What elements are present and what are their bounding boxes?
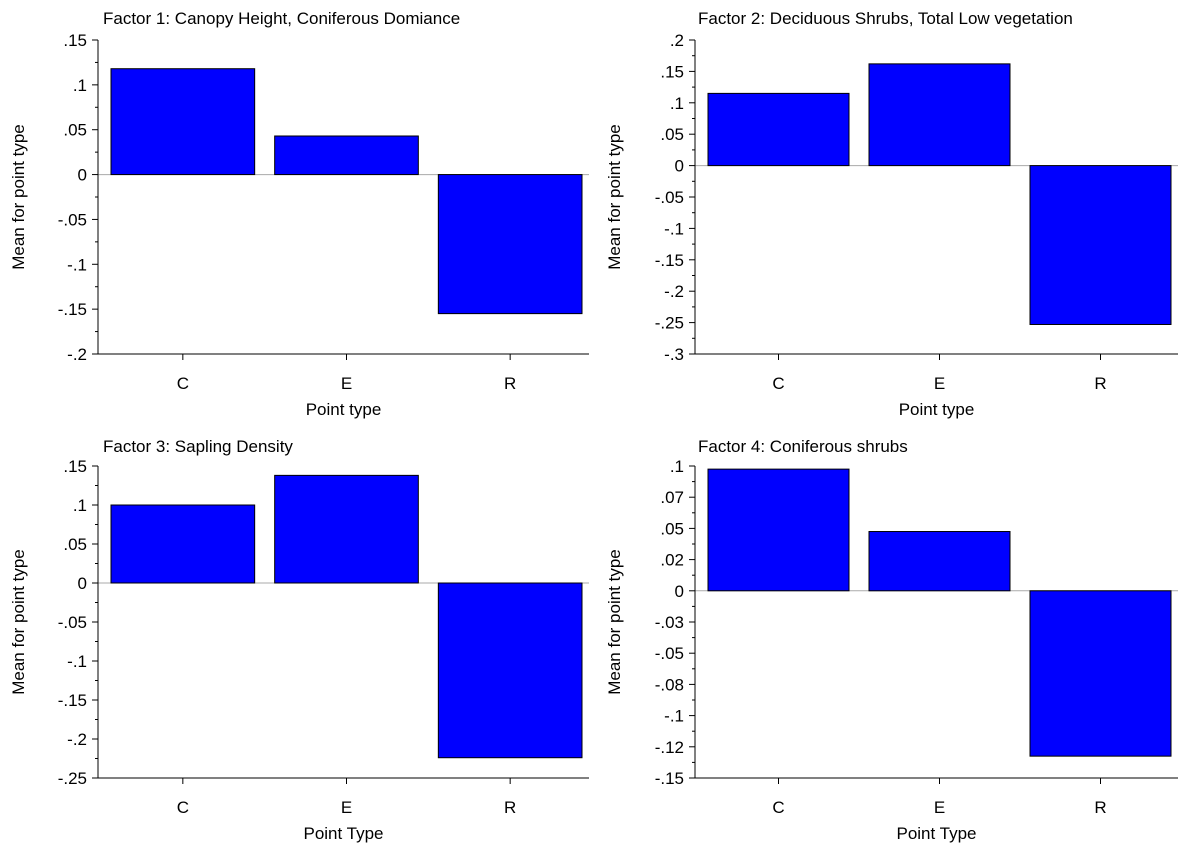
x-axis-label: Point type bbox=[306, 400, 382, 419]
bar-C bbox=[110, 68, 256, 176]
x-tick-label: R bbox=[504, 798, 516, 817]
bar-C bbox=[707, 468, 850, 592]
y-tick-label: -.05 bbox=[58, 210, 87, 229]
x-tick-label: E bbox=[934, 798, 945, 817]
x-tick-label: R bbox=[1094, 374, 1106, 393]
y-axis-label: Mean for point type bbox=[9, 124, 28, 270]
chart-panel-2: Factor 2: Deciduous Shrubs, Total Low ve… bbox=[605, 9, 1178, 419]
chart-title: Factor 4: Coniferous shrubs bbox=[698, 437, 908, 456]
y-tick-label: 0 bbox=[78, 166, 87, 185]
y-tick-label: 0 bbox=[78, 574, 87, 593]
y-tick-label: -.2 bbox=[664, 282, 684, 301]
chart-panel-3: Factor 3: Sapling Density .15 .1 .05 0 -.05 -.… bbox=[9, 437, 589, 843]
y-tick-label: -.1 bbox=[664, 219, 684, 238]
y-tick-label: -.03 bbox=[655, 613, 684, 632]
y-axis-label: Mean for point type bbox=[9, 549, 28, 695]
x-axis-label: Point Type bbox=[303, 824, 383, 843]
y-tick-label: -.25 bbox=[58, 769, 87, 788]
x-axis-label: Point type bbox=[899, 400, 975, 419]
y-tick-label: .05 bbox=[660, 519, 684, 538]
y-tick-label: -.25 bbox=[655, 314, 684, 333]
bar-E bbox=[868, 531, 1011, 592]
y-tick-label: -.1 bbox=[664, 707, 684, 726]
y-tick-label: .2 bbox=[670, 31, 684, 50]
y-tick-label: .1 bbox=[73, 76, 87, 95]
y-tick-label: .05 bbox=[660, 125, 684, 144]
y-tick-label: -.05 bbox=[655, 644, 684, 663]
y-tick-label: .15 bbox=[63, 457, 87, 476]
y-tick-label: -.12 bbox=[655, 738, 684, 757]
x-tick-label: C bbox=[772, 374, 784, 393]
bar-R bbox=[437, 582, 583, 759]
y-tick-label: -.08 bbox=[655, 675, 684, 694]
y-tick-label: .05 bbox=[63, 535, 87, 554]
y-tick-label: -.05 bbox=[655, 188, 684, 207]
y-tick-label: .1 bbox=[73, 496, 87, 515]
y-tick-label: -.2 bbox=[67, 345, 87, 364]
bar-C bbox=[110, 504, 256, 584]
y-tick-label: -.15 bbox=[58, 300, 87, 319]
chart-title: Factor 2: Deciduous Shrubs, Total Low ve… bbox=[698, 9, 1073, 28]
x-axis-label: Point Type bbox=[896, 824, 976, 843]
bar-E bbox=[868, 63, 1011, 167]
y-tick-label: -.15 bbox=[655, 769, 684, 788]
bar-C bbox=[707, 92, 850, 167]
y-tick-label: 0 bbox=[675, 582, 684, 601]
x-tick-label: R bbox=[1094, 798, 1106, 817]
chart-panel-4: Factor 4: Coniferous shrubs .1 .07 .05 .02 0 -… bbox=[605, 437, 1178, 843]
bar-E bbox=[274, 135, 419, 176]
y-tick-label: -.2 bbox=[67, 730, 87, 749]
y-tick-label: -.1 bbox=[67, 255, 87, 274]
y-tick-label: .07 bbox=[660, 488, 684, 507]
chart-title: Factor 3: Sapling Density bbox=[103, 437, 293, 456]
y-tick-label: .15 bbox=[63, 31, 87, 50]
y-tick-label: -.05 bbox=[58, 613, 87, 632]
y-tick-label: .05 bbox=[63, 121, 87, 140]
y-tick-label: .02 bbox=[660, 551, 684, 570]
y-tick-label: -.3 bbox=[664, 345, 684, 364]
y-tick-label: .1 bbox=[670, 94, 684, 113]
x-tick-label: C bbox=[772, 798, 784, 817]
y-axis-label: Mean for point type bbox=[605, 124, 624, 270]
y-tick-label: -.15 bbox=[58, 691, 87, 710]
y-tick-label: .1 bbox=[670, 457, 684, 476]
x-tick-label: C bbox=[177, 374, 189, 393]
y-axis-label: Mean for point type bbox=[605, 549, 624, 695]
x-tick-label: C bbox=[177, 798, 189, 817]
bar-R bbox=[1029, 165, 1172, 325]
y-tick-label: -.15 bbox=[655, 251, 684, 270]
y-tick-label: -.1 bbox=[67, 652, 87, 671]
bar-R bbox=[1029, 590, 1172, 757]
bar-E bbox=[274, 474, 419, 584]
x-tick-label: E bbox=[934, 374, 945, 393]
x-tick-label: R bbox=[504, 374, 516, 393]
y-tick-label: .15 bbox=[660, 62, 684, 81]
bar-R bbox=[437, 174, 583, 315]
chart-title: Factor 1: Canopy Height, Coniferous Domi… bbox=[103, 9, 460, 28]
chart-panel-1: Factor 1: Canopy Height, Coniferous Domi… bbox=[9, 9, 589, 419]
x-tick-label: E bbox=[341, 798, 352, 817]
x-tick-label: E bbox=[341, 374, 352, 393]
y-tick-label: 0 bbox=[675, 157, 684, 176]
